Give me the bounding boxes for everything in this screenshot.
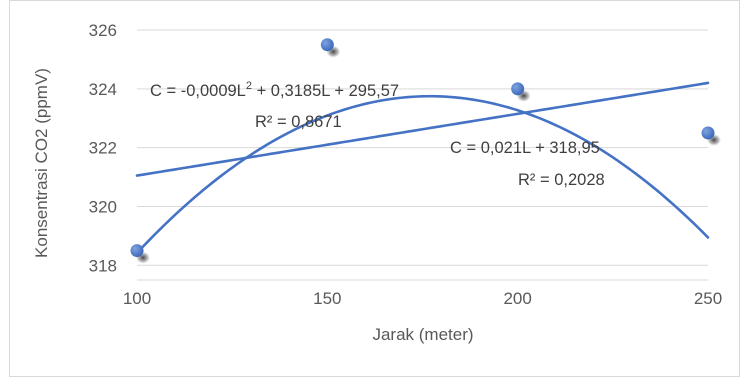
y-tick-326: 326 (89, 21, 117, 40)
data-points (130, 38, 721, 264)
x-tick-250: 250 (694, 289, 722, 308)
x-tick-200: 200 (503, 289, 531, 308)
data-point-1 (320, 38, 334, 52)
trendline-polynomial (135, 94, 710, 255)
x-axis-title: Jarak (meter) (372, 325, 473, 344)
data-point-2 (511, 82, 525, 96)
y-tick-318: 318 (89, 256, 117, 275)
trendlines (135, 81, 710, 255)
y-axis-title: Konsentrasi CO2 (ppmV) (32, 68, 51, 258)
chart-border (9, 0, 740, 377)
linear-equation-label: C = 0,021L + 318,95 (450, 139, 600, 157)
data-point-0 (130, 244, 144, 258)
gridlines (137, 29, 708, 281)
trendline-linear (135, 81, 710, 177)
x-tick-labels: 100 150 200 250 (123, 289, 722, 308)
y-tick-320: 320 (89, 197, 117, 216)
data-point-3 (701, 126, 715, 140)
y-tick-labels: 318 320 322 324 326 (89, 21, 117, 275)
poly-equation-label: C = -0,0009L2 + 0,3185L + 295,57 (150, 80, 399, 100)
linear-r-squared-label: R² = 0,2028 (518, 171, 605, 189)
y-tick-324: 324 (89, 80, 117, 99)
x-tick-150: 150 (313, 289, 341, 308)
poly-r-squared-label: R² = 0,8671 (255, 113, 342, 131)
x-tick-100: 100 (123, 289, 151, 308)
y-tick-322: 322 (89, 139, 117, 158)
